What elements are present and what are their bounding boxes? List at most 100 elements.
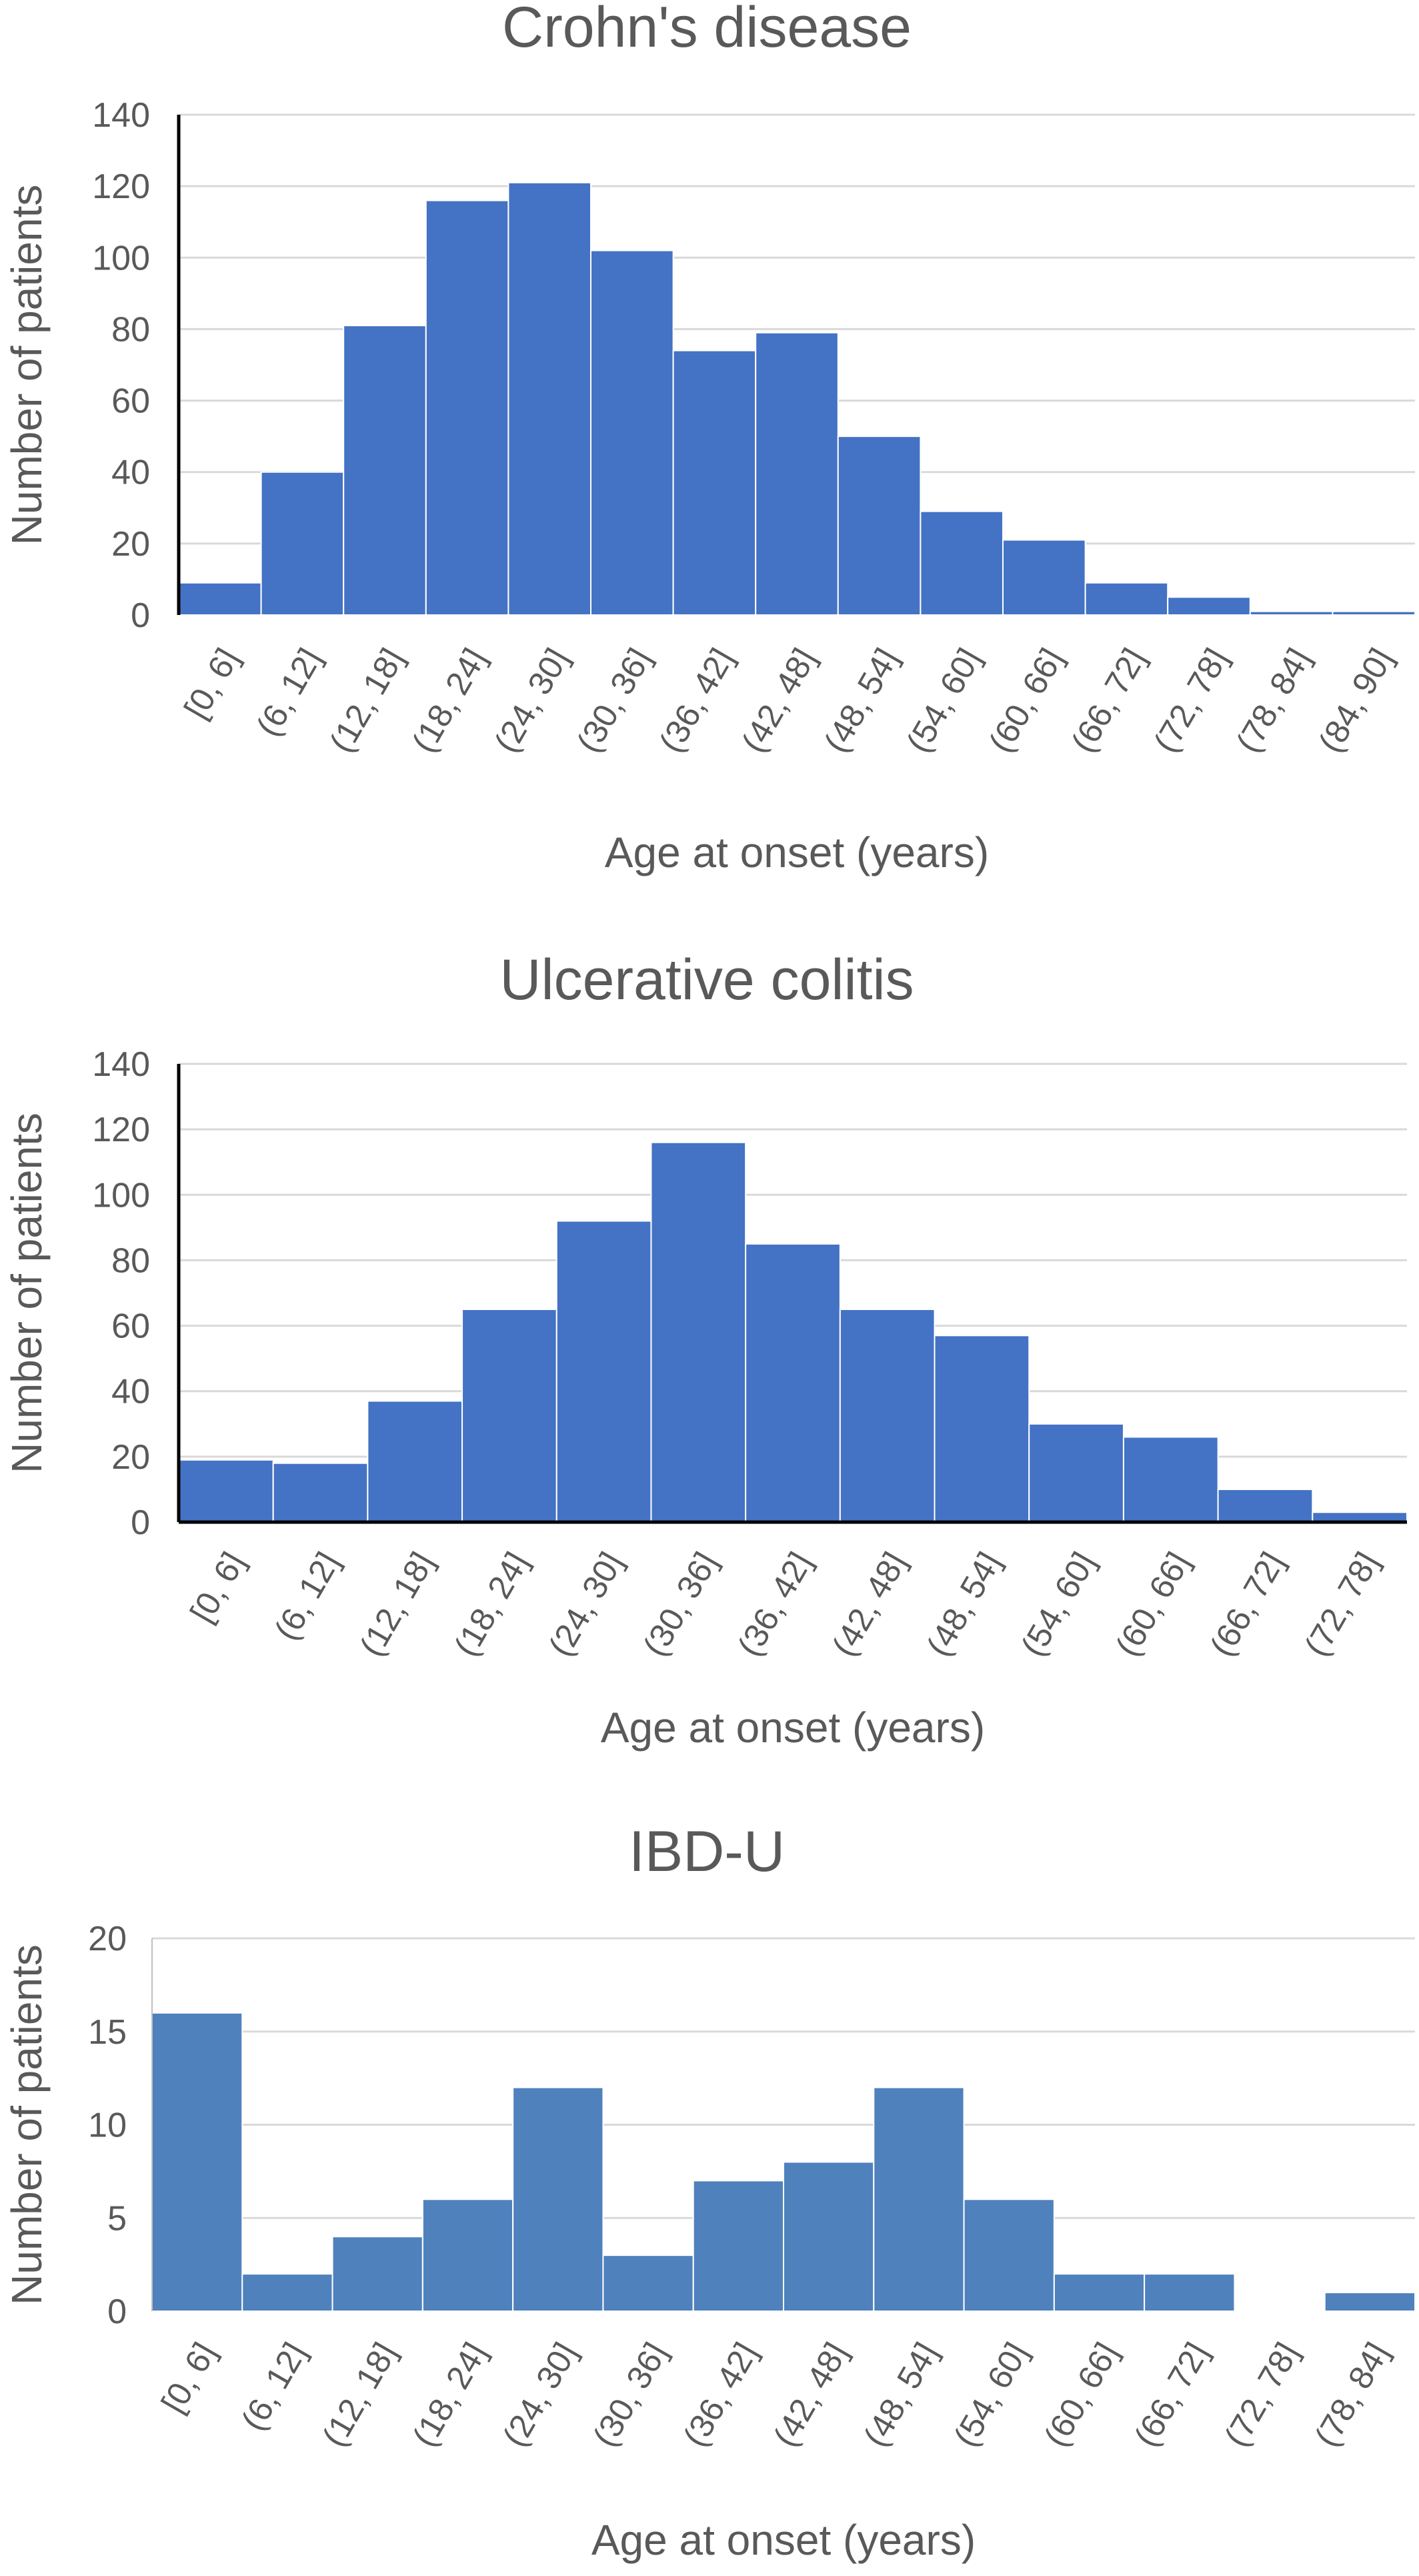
x-tick-label: (66, 72] [1064, 642, 1153, 759]
x-axis-label: Age at onset (years) [601, 1704, 985, 1752]
bar [555, 1220, 652, 1523]
bar [783, 2161, 875, 2312]
bar [343, 325, 427, 616]
x-tick-label: (78, 84] [1229, 642, 1318, 759]
y-tick-label: 20 [88, 1920, 127, 1958]
bar [839, 1309, 936, 1523]
x-tick-label: (78, 84] [1308, 2337, 1396, 2453]
y-tick-label: 40 [111, 1373, 150, 1411]
bar [920, 510, 1004, 616]
bar [745, 1243, 841, 1523]
x-tick-label: (84, 90] [1311, 642, 1400, 759]
x-tick-label: [0, 6] [177, 642, 246, 725]
x-tick-label: (66, 72] [1127, 2337, 1216, 2453]
x-tick-label: (54, 60] [946, 2337, 1035, 2453]
bar [241, 2273, 333, 2313]
x-tick-label: (48, 54] [856, 2337, 945, 2453]
x-axis-label: Age at onset (years) [591, 2516, 976, 2564]
y-tick-label: 10 [88, 2106, 127, 2145]
y-tick-label: 0 [131, 596, 150, 635]
bar [178, 582, 262, 616]
x-tick-label: (24, 30] [541, 1546, 630, 1663]
bar [421, 2198, 514, 2313]
bar [1324, 2292, 1416, 2313]
bar [963, 2198, 1055, 2313]
bar [331, 2236, 423, 2312]
x-tick-label: (42, 48] [734, 642, 823, 759]
bar [650, 1141, 747, 1523]
y-tick-label: 100 [92, 1176, 150, 1215]
x-tick-label: (12, 18] [352, 1546, 441, 1663]
x-tick-label: (66, 72] [1203, 1546, 1292, 1663]
bar [1002, 539, 1086, 616]
bar [1167, 596, 1251, 616]
bar [178, 1459, 274, 1523]
bar [692, 2180, 784, 2313]
x-tick-label: (42, 48] [766, 2337, 855, 2453]
bar [672, 350, 757, 616]
x-tick-label: (36, 42] [652, 642, 741, 759]
bar [934, 1335, 1030, 1523]
x-tick-label: (6, 12] [234, 2337, 313, 2437]
y-tick-label: 100 [92, 239, 150, 277]
x-tick-label: (60, 66] [1037, 2337, 1126, 2453]
x-tick-label: (72, 78] [1297, 1546, 1386, 1663]
x-tick-label: (36, 42] [676, 2337, 765, 2453]
x-tick-label: (42, 48] [825, 1546, 914, 1663]
bar [1028, 1423, 1124, 1523]
x-tick-label: [0, 6] [154, 2337, 223, 2419]
y-tick-label: 140 [92, 1045, 150, 1084]
y-tick-label: 40 [111, 454, 150, 492]
bar [1249, 610, 1334, 616]
x-tick-label: (30, 36] [585, 2337, 674, 2453]
y-tick-label: 20 [111, 1438, 150, 1477]
x-tick-label: (72, 78] [1217, 2337, 1306, 2453]
x-tick-label: (24, 30] [495, 2337, 584, 2453]
x-tick-label: (48, 54] [817, 642, 906, 759]
bar [1332, 610, 1416, 616]
x-tick-label: (6, 12] [267, 1546, 347, 1647]
chart-3: IBD-U 0 5 10 15 20 [0, 6] (6, 12] (12, 18] (18, 2… [3, 1820, 1416, 2564]
bar [425, 199, 509, 616]
x-tick-label: (18, 24] [447, 1546, 535, 1663]
y-axis-label: Number of patients [3, 1944, 51, 2305]
bar [151, 2012, 243, 2313]
bar [837, 436, 922, 616]
y-tick-label: 80 [111, 1241, 150, 1280]
bar [1122, 1436, 1219, 1523]
x-tick-label: (48, 54] [920, 1546, 1008, 1663]
bar [755, 332, 839, 616]
bar [1144, 2273, 1236, 2313]
chart-title: Crohn's disease [502, 0, 912, 59]
x-tick-label: (72, 78] [1146, 642, 1235, 759]
x-tick-label: (18, 24] [405, 642, 493, 759]
y-tick-label: 60 [111, 1307, 150, 1346]
x-tick-label: (24, 30] [487, 642, 575, 759]
x-tick-label: (60, 66] [1108, 1546, 1197, 1663]
x-axis-label: Age at onset (years) [605, 828, 989, 876]
y-tick-label: 60 [111, 382, 150, 421]
bar [602, 2255, 694, 2312]
y-tick-label: 120 [92, 167, 150, 206]
y-tick-label: 0 [107, 2293, 127, 2331]
x-tick-label: (6, 12] [249, 642, 329, 743]
x-tick-label: (30, 36] [569, 642, 658, 759]
x-tick-label: (36, 42] [730, 1546, 819, 1663]
x-tick-label: (60, 66] [982, 642, 1070, 759]
bar [1084, 582, 1169, 616]
y-tick-label: 15 [88, 2013, 127, 2052]
x-tick-label: (30, 36] [636, 1546, 725, 1663]
bar [873, 2086, 965, 2313]
chart-title: Ulcerative colitis [499, 948, 914, 1012]
x-tick-label: (12, 18] [315, 2337, 403, 2453]
x-tick-label: [0, 6] [183, 1546, 252, 1629]
bar [367, 1400, 463, 1523]
bar [272, 1462, 369, 1523]
chart-title: IBD-U [629, 1820, 785, 1884]
y-tick-label: 80 [111, 310, 150, 349]
bar [590, 249, 674, 616]
x-tick-label: (18, 24] [405, 2337, 494, 2453]
y-axis-label: Number of patients [3, 185, 51, 546]
